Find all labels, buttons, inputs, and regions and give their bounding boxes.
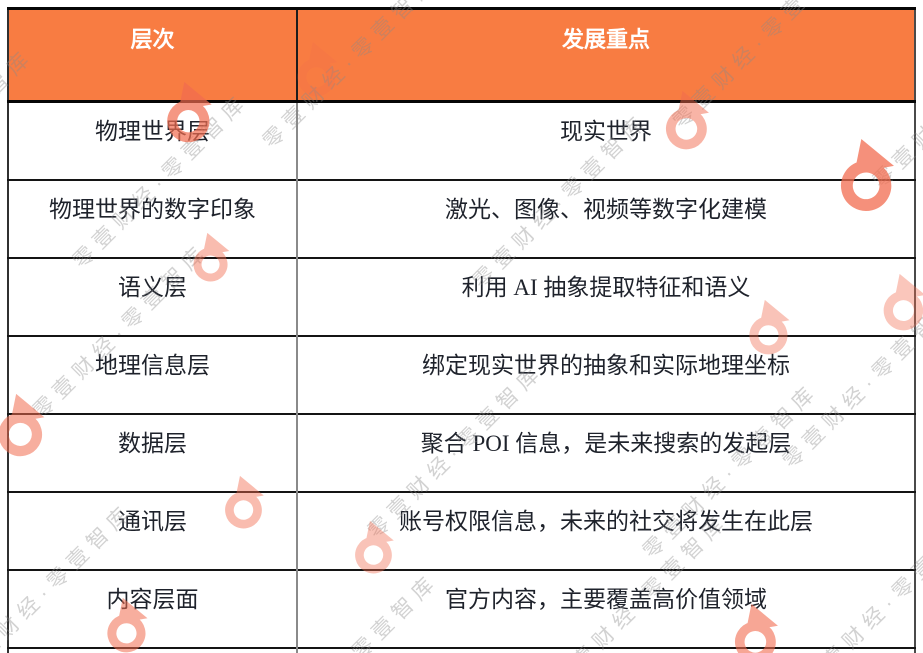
table-row: 用户内容层 通过 UGC 丰富河图世界的内容 bbox=[8, 647, 915, 653]
column-header-layer: 层次 bbox=[8, 8, 297, 103]
cell-focus: 聚合 POI 信息，是未来搜索的发起层 bbox=[296, 413, 915, 492]
cell-layer: 数据层 bbox=[8, 413, 297, 492]
table-row: 物理世界的数字印象 激光、图像、视频等数字化建模 bbox=[8, 179, 915, 258]
cell-focus: 通过 UGC 丰富河图世界的内容 bbox=[296, 647, 915, 653]
table-row: 语义层 利用 AI 抽象提取特征和语义 bbox=[8, 257, 915, 336]
table-row: 地理信息层 绑定现实世界的抽象和实际地理坐标 bbox=[8, 335, 915, 414]
table-row: 通讯层 账号权限信息，未来的社交将发生在此层 bbox=[8, 491, 915, 570]
cell-layer: 通讯层 bbox=[8, 491, 297, 570]
cell-layer: 地理信息层 bbox=[8, 335, 297, 414]
cell-layer: 语义层 bbox=[8, 257, 297, 336]
table-row: 数据层 聚合 POI 信息，是未来搜索的发起层 bbox=[8, 413, 915, 492]
cell-focus: 账号权限信息，未来的社交将发生在此层 bbox=[296, 491, 915, 570]
layers-table-container: 层次 发展重点 物理世界层 现实世界 物理世界的数字印象 激光、图像、视频等数字… bbox=[7, 7, 916, 653]
table-header-row: 层次 发展重点 bbox=[8, 8, 915, 103]
layers-table: 层次 发展重点 物理世界层 现实世界 物理世界的数字印象 激光、图像、视频等数字… bbox=[7, 7, 916, 653]
table-row: 物理世界层 现实世界 bbox=[8, 100, 915, 180]
cell-focus: 利用 AI 抽象提取特征和语义 bbox=[296, 257, 915, 336]
table-row: 内容层面 官方内容，主要覆盖高价值领域 bbox=[8, 569, 915, 648]
cell-focus: 激光、图像、视频等数字化建模 bbox=[296, 179, 915, 258]
cell-layer: 内容层面 bbox=[8, 569, 297, 648]
cell-layer: 用户内容层 bbox=[8, 647, 297, 653]
cell-focus: 绑定现实世界的抽象和实际地理坐标 bbox=[296, 335, 915, 414]
cell-layer: 物理世界的数字印象 bbox=[8, 179, 297, 258]
cell-focus: 官方内容，主要覆盖高价值领域 bbox=[296, 569, 915, 648]
column-header-focus: 发展重点 bbox=[296, 8, 915, 103]
cell-layer: 物理世界层 bbox=[8, 100, 297, 180]
cell-focus: 现实世界 bbox=[296, 100, 915, 180]
